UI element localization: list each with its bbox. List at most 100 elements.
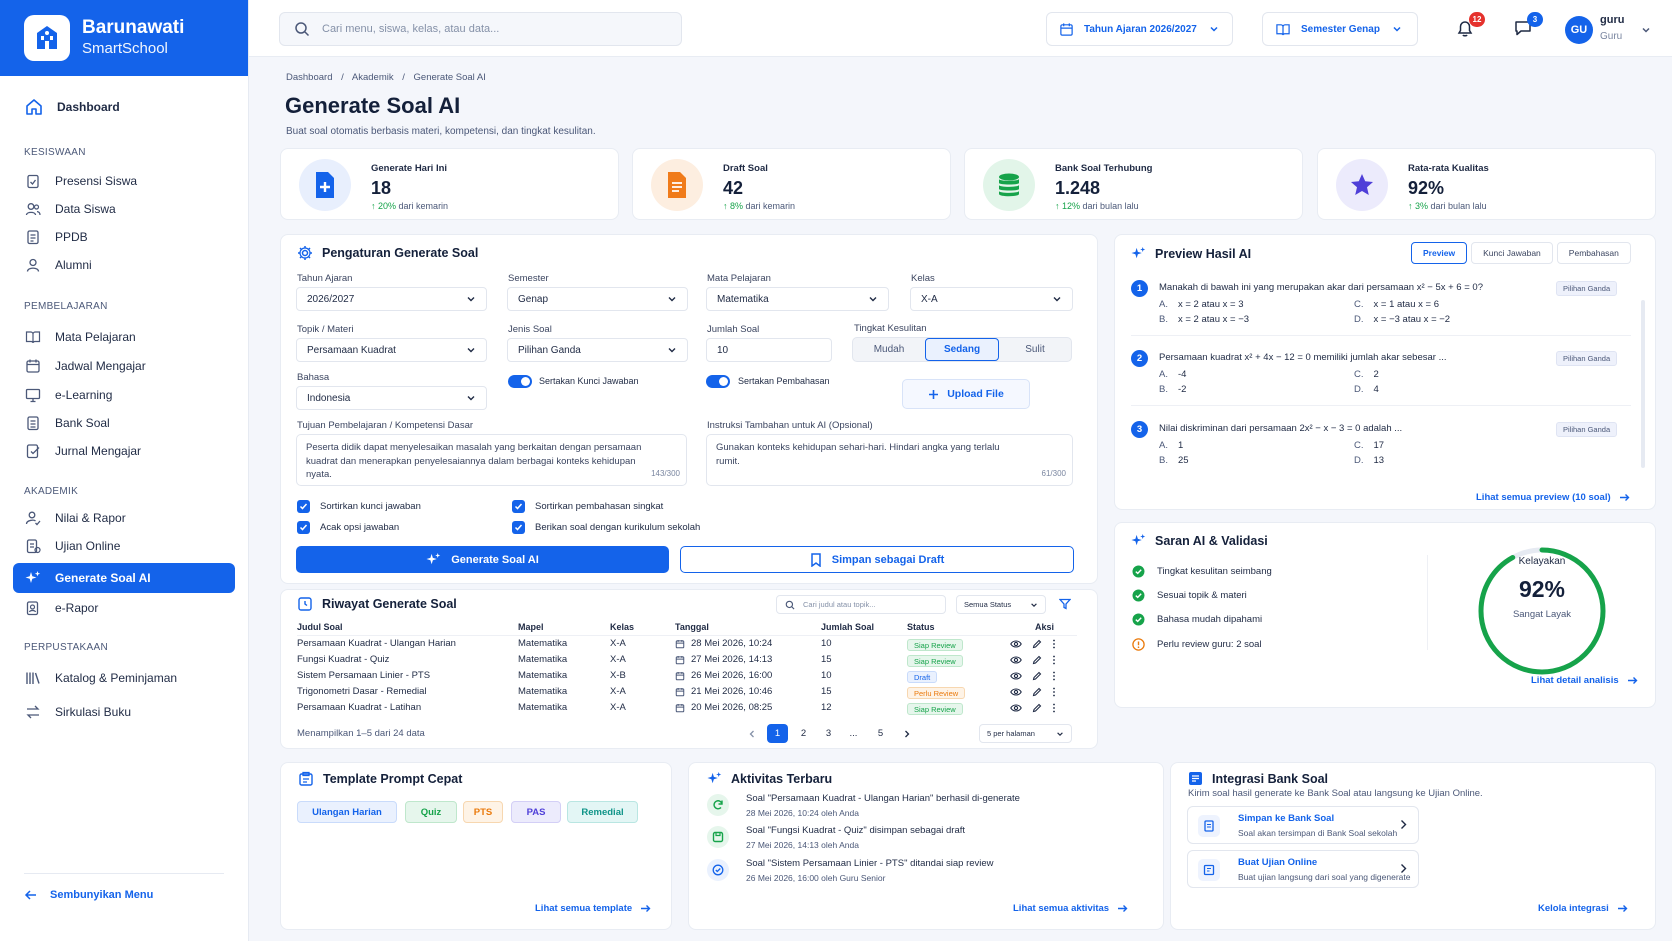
sidebar-item-jurnal-mengajar[interactable]: Jurnal Mengajar [13, 436, 235, 466]
per-page-select[interactable]: 5 per halaman [979, 724, 1072, 743]
pagination-prev[interactable] [741, 724, 762, 743]
sidebar-item-data-siswa[interactable]: Data Siswa [13, 194, 235, 224]
check-icon [297, 521, 310, 534]
pagination-page[interactable]: 1 [767, 724, 788, 743]
user-name[interactable]: guru [1600, 14, 1625, 26]
checkbox-sortir-kunci[interactable]: Sortirkan kunci jawaban [297, 500, 421, 513]
edit-icon[interactable] [1032, 655, 1042, 665]
sidebar-item-mata-pelajaran[interactable]: Mata Pelajaran [13, 322, 235, 352]
brand[interactable]: Barunawati SmartSchool [0, 0, 248, 76]
arrow-right-icon [641, 905, 651, 912]
history-search-input[interactable]: Cari judul atau topik... [776, 595, 946, 614]
toggle-kunci-jawaban[interactable] [508, 375, 532, 388]
sidebar-item-e-rapor[interactable]: e-Rapor [13, 593, 235, 623]
instruksi-textarea[interactable]: Gunakan konteks kehidupan sehari-hari. H… [706, 434, 1073, 486]
jenis-soal-field[interactable]: Pilihan Ganda [507, 338, 688, 362]
message-button[interactable]: 3 [1511, 12, 1543, 40]
template-chip-ulangan-harian[interactable]: Ulangan Harian [297, 801, 397, 823]
status-filter-select[interactable]: Semua Status [956, 595, 1046, 614]
integration-card [1170, 762, 1656, 930]
bahasa-field[interactable]: Indonesia [296, 386, 487, 410]
template-chip-quiz[interactable]: Quiz [405, 801, 457, 823]
difficulty-option-mudah[interactable]: Mudah [873, 344, 905, 355]
sidebar-item-nilai-rapor[interactable]: Nilai & Rapor [13, 503, 235, 533]
checkbox-acak-opsi[interactable]: Acak opsi jawaban [297, 521, 399, 534]
eye-icon[interactable] [1010, 687, 1022, 697]
topik-field[interactable]: Persamaan Kuadrat [296, 338, 487, 362]
filter-icon[interactable] [1059, 598, 1071, 610]
checkbox-kurikulum[interactable]: Berikan soal dengan kurikulum sekolah [512, 521, 700, 534]
notification-button[interactable]: 12 [1453, 12, 1485, 40]
tab-pembahasan[interactable]: Pembahasan [1556, 242, 1631, 264]
pagination-page[interactable]: 2 [800, 728, 807, 739]
save-draft-button[interactable]: Simpan sebagai Draft [680, 546, 1074, 573]
eye-icon[interactable] [1010, 703, 1022, 713]
more-vertical-icon[interactable] [1052, 639, 1056, 649]
sidebar-item-sirkulasi-buku[interactable]: Sirkulasi Buku [13, 697, 235, 727]
difficulty-option-sedang[interactable]: Sedang [925, 338, 999, 361]
integration-ujian-online-button[interactable]: Buat Ujian Online Buat ujian langsung da… [1187, 850, 1419, 888]
edit-icon[interactable] [1032, 639, 1042, 649]
cell-judul[interactable]: Trigonometri Dasar - Remedial [297, 686, 427, 697]
breadcrumb-item-dashboard[interactable]: Dashboard [286, 72, 333, 83]
pagination-next[interactable] [896, 724, 917, 743]
preview-all-link[interactable]: Lihat semua preview (10 soal) [1476, 492, 1630, 503]
semester-field[interactable]: Genap [507, 287, 688, 311]
chevron-down-icon[interactable] [1641, 25, 1651, 35]
sidebar-item-e-learning[interactable]: e-Learning [13, 380, 235, 410]
eye-icon[interactable] [1010, 639, 1022, 649]
mata-pelajaran-field[interactable]: Matematika [706, 287, 889, 311]
pagination-page[interactable]: 3 [825, 728, 832, 739]
validation-detail-link[interactable]: Lihat detail analisis [1531, 675, 1638, 686]
option-letter: A. [1159, 299, 1168, 310]
pagination-page[interactable]: 5 [877, 728, 884, 739]
sidebar-item-ppdb[interactable]: PPDB [13, 222, 235, 252]
activity-all-link[interactable]: Lihat semua aktivitas [1013, 903, 1128, 914]
tahun-ajaran-select[interactable]: Tahun Ajaran 2026/2027 [1046, 12, 1233, 46]
kelas-field[interactable]: X-A [910, 287, 1073, 311]
checkbox-sortir-pembahasan[interactable]: Sortirkan pembahasan singkat [512, 500, 663, 513]
edit-icon[interactable] [1032, 687, 1042, 697]
breadcrumb-item-akademik[interactable]: Akademik [351, 72, 394, 83]
more-vertical-icon[interactable] [1052, 671, 1056, 681]
scrollbar[interactable] [1641, 300, 1645, 468]
integration-bank-soal-button[interactable]: Simpan ke Bank Soal Soal akan tersimpan … [1187, 806, 1419, 844]
more-vertical-icon[interactable] [1052, 655, 1056, 665]
template-chip-pts[interactable]: PTS [463, 801, 503, 823]
toggle-pembahasan[interactable] [706, 375, 730, 388]
avatar[interactable]: GU [1565, 16, 1593, 44]
sidebar-item-alumni[interactable]: Alumni [13, 250, 235, 280]
sidebar-item-presensi-siswa[interactable]: Presensi Siswa [13, 166, 235, 196]
tahun-ajaran-field[interactable]: 2026/2027 [296, 287, 487, 311]
semester-select[interactable]: Semester Genap [1262, 12, 1418, 46]
global-search-input[interactable]: Cari menu, siswa, kelas, atau data... [279, 12, 682, 46]
tab-kunci-jawaban[interactable]: Kunci Jawaban [1471, 242, 1553, 264]
cell-judul[interactable]: Sistem Persamaan Linier - PTS [297, 670, 431, 681]
edit-icon[interactable] [1032, 703, 1042, 713]
hide-menu-button[interactable]: Sembunyikan Menu [24, 888, 153, 902]
edit-icon[interactable] [1032, 671, 1042, 681]
eye-icon[interactable] [1010, 655, 1022, 665]
template-chip-remedial[interactable]: Remedial [567, 801, 638, 823]
more-vertical-icon[interactable] [1052, 687, 1056, 697]
difficulty-option-sulit[interactable]: Sulit [1025, 344, 1045, 355]
generate-button[interactable]: Generate Soal AI [296, 546, 669, 573]
sidebar-item-bank-soal[interactable]: Bank Soal [13, 408, 235, 438]
sidebar-item-jadwal-mengajar[interactable]: Jadwal Mengajar [13, 351, 235, 381]
more-vertical-icon[interactable] [1052, 703, 1056, 713]
tujuan-textarea[interactable]: Peserta didik dapat menyelesaikan masala… [296, 434, 687, 486]
sidebar-item-katalog-peminjaman[interactable]: Katalog & Peminjaman [13, 663, 235, 693]
jumlah-soal-input[interactable]: 10 [706, 338, 832, 362]
tab-preview[interactable]: Preview [1411, 242, 1468, 264]
sidebar-item-generate-soal-ai[interactable]: Generate Soal AI [13, 563, 235, 593]
sidebar-item-ujian-online[interactable]: Ujian Online [13, 531, 235, 561]
templates-all-link[interactable]: Lihat semua template [535, 903, 651, 914]
sidebar-item-dashboard[interactable]: Dashboard [13, 92, 235, 122]
cell-judul[interactable]: Fungsi Kuadrat - Quiz [297, 654, 390, 665]
template-chip-pas[interactable]: PAS [511, 801, 561, 823]
upload-file-button[interactable]: Upload File [902, 379, 1030, 409]
cell-judul[interactable]: Persamaan Kuadrat - Latihan [297, 702, 422, 713]
integration-manage-link[interactable]: Kelola integrasi [1538, 903, 1628, 914]
cell-judul[interactable]: Persamaan Kuadrat - Ulangan Harian [297, 638, 456, 649]
eye-icon[interactable] [1010, 671, 1022, 681]
